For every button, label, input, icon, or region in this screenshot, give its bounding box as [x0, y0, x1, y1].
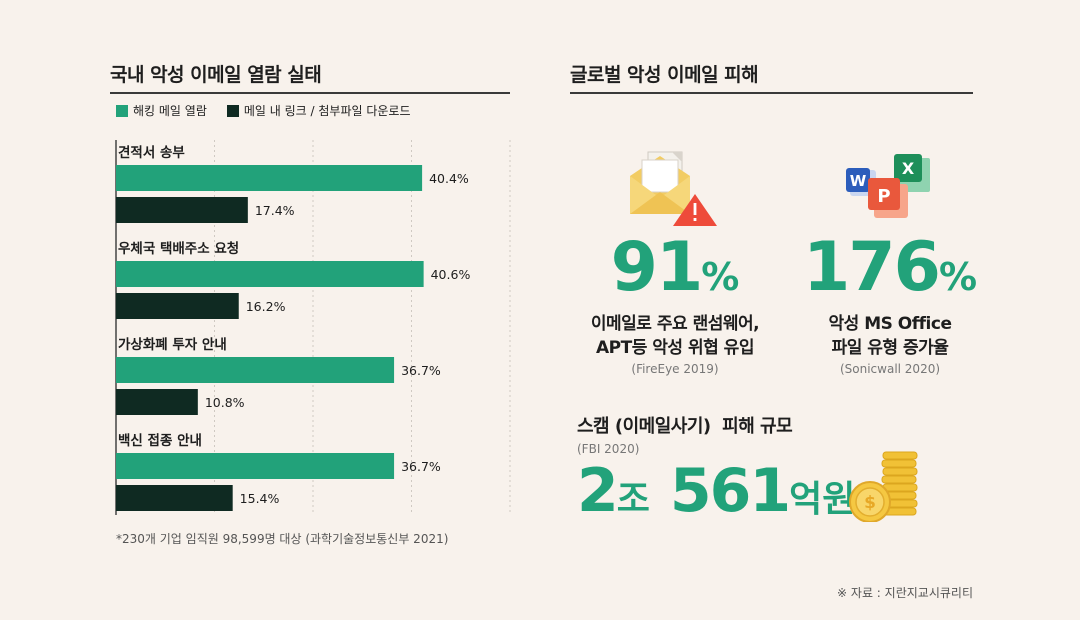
stat2-unit: %: [938, 255, 978, 299]
left-title: 국내 악성 이메일 열람 실태: [110, 64, 322, 86]
svg-text:P: P: [877, 186, 890, 207]
stat1-line2: APT등 악성 위협 유입: [596, 338, 754, 358]
data-label: 40.4%: [429, 171, 469, 186]
bar-series1: [116, 357, 395, 383]
scam-num2: 561: [669, 456, 791, 526]
right-title: 글로벌 악성 이메일 피해: [570, 64, 759, 86]
scam-unit2: 억원: [789, 479, 856, 520]
data-label: 36.7%: [401, 459, 441, 474]
legend-label-series2: 메일 내 링크 / 첨부파일 다운로드: [243, 104, 411, 118]
bar-series2: [116, 485, 233, 511]
scam-title: 스캠 (이메일사기) 피해 규모: [577, 416, 793, 437]
stat2-source: (Sonicwall 2020): [839, 362, 941, 376]
data-label: 40.6%: [431, 267, 471, 282]
mail-warning-icon: [630, 151, 717, 226]
legend-label-series1: 해킹 메일 열람: [133, 104, 207, 118]
legend-swatch-series1: [116, 104, 128, 117]
legend-item-series2: 메일 내 링크 / 첨부파일 다운로드: [226, 102, 411, 119]
category-label: 가상화폐 투자 안내: [118, 336, 227, 353]
scam-unit1: 조: [616, 479, 650, 520]
stat1-figure: 91%: [570, 228, 780, 307]
bar-series1: [116, 165, 423, 191]
chart-footnote: *230개 기업 임직원 98,599명 대상 (과학기술정보통신부 2021): [116, 532, 449, 546]
data-label: 15.4%: [240, 491, 280, 506]
stat1-value: 91: [610, 228, 704, 307]
scam-num1: 2: [577, 456, 619, 526]
data-label: 17.4%: [255, 203, 295, 218]
stat1-line1: 이메일로 주요 랜섬웨어,: [590, 314, 760, 334]
svg-text:X: X: [902, 159, 915, 178]
category-label: 백신 접종 안내: [118, 432, 202, 449]
bar-series1: [116, 453, 395, 479]
data-label: 16.2%: [246, 299, 286, 314]
scam-amount: 2조 561억원: [577, 456, 855, 526]
stat1-description: 이메일로 주요 랜섬웨어, APT등 악성 위협 유입: [555, 312, 795, 360]
bar-series2: [116, 293, 239, 319]
stat1-unit: %: [701, 255, 740, 299]
stat2-line2: 파일 유형 증가율: [831, 338, 949, 358]
stat2-description: 악성 MS Office 파일 유형 증가율: [770, 312, 1010, 360]
right-title-rule: [570, 92, 973, 94]
category-label: 우체국 택배주소 요청: [118, 240, 239, 257]
bar-chart: 견적서 송부 40.4% 17.4% 우체국 택배주소 요청 40.6% 16.2% 가상화…: [115, 140, 511, 515]
credit-text: ※ 자료 : 지란지교시큐리티: [837, 586, 973, 600]
bar-series2: [116, 389, 198, 415]
category-label: 견적서 송부: [118, 144, 185, 161]
chart-legend: 해킹 메일 열람 메일 내 링크 / 첨부파일 다운로드: [116, 102, 431, 119]
stat1-source: (FireEye 2019): [631, 362, 719, 376]
legend-item-series1: 해킹 메일 열람: [116, 102, 207, 119]
scam-source: (FBI 2020): [577, 442, 640, 456]
svg-text:W: W: [850, 172, 867, 190]
stat2-line1: 악성 MS Office: [828, 314, 952, 334]
ms-office-icon: W X P: [846, 154, 930, 218]
stat2-value: 176: [802, 228, 941, 307]
data-label: 10.8%: [205, 395, 245, 410]
left-title-rule: [110, 92, 510, 94]
legend-swatch-series2: [226, 104, 239, 117]
svg-text:$: $: [864, 493, 876, 513]
bar-series2: [116, 197, 248, 223]
coin-stack-icon: $: [849, 451, 918, 522]
stat2-figure: 176%: [785, 228, 995, 307]
data-label: 36.7%: [401, 363, 441, 378]
bar-series1: [116, 261, 424, 287]
